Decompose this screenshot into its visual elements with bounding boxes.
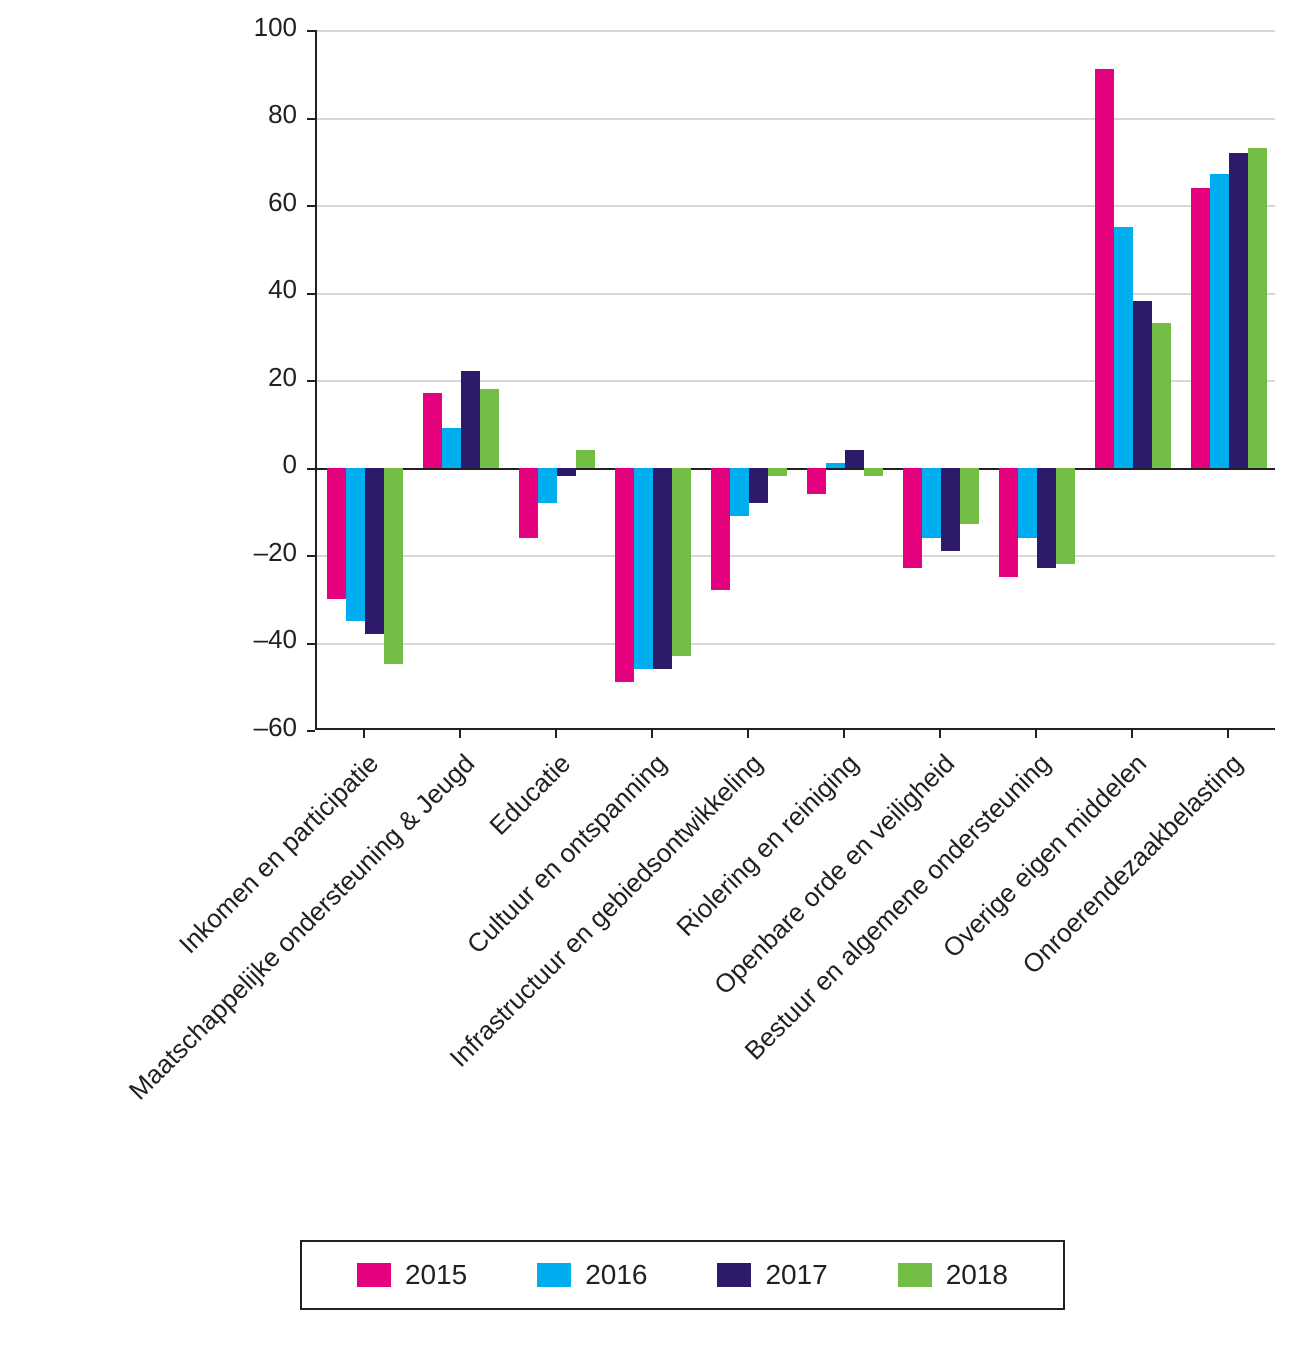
bar <box>807 468 826 494</box>
xtick-mark <box>1035 730 1037 738</box>
bar <box>1114 227 1133 468</box>
ytick-label: 100 <box>0 12 297 43</box>
bar <box>519 468 538 538</box>
legend-swatch <box>717 1263 751 1287</box>
ytick-label: 60 <box>0 187 297 218</box>
ytick-label: 40 <box>0 274 297 305</box>
xtick-mark <box>459 730 461 738</box>
bar <box>346 468 365 621</box>
ytick-label: 20 <box>0 362 297 393</box>
legend-swatch <box>537 1263 571 1287</box>
legend-swatch <box>898 1263 932 1287</box>
legend-label: 2017 <box>765 1259 827 1291</box>
bar <box>442 428 461 467</box>
gridline <box>317 30 1275 32</box>
bar <box>615 468 634 682</box>
bar <box>1056 468 1075 564</box>
bar <box>1018 468 1037 538</box>
ytick-mark <box>307 205 315 207</box>
bar <box>1037 468 1056 569</box>
ytick-label: –40 <box>0 624 297 655</box>
xtick-label: Educatie <box>131 748 577 1194</box>
ytick-mark <box>307 555 315 557</box>
bar <box>922 468 941 538</box>
plot-area <box>315 30 1275 730</box>
bar <box>864 468 883 477</box>
xtick-label: Maatschappelijke ondersteuning & Jeugd <box>35 748 481 1194</box>
gridline <box>317 643 1275 645</box>
xtick-mark <box>651 730 653 738</box>
xtick-label: Openbare orde en veiligheid <box>515 748 961 1194</box>
ytick-label: –20 <box>0 537 297 568</box>
bar <box>557 468 576 477</box>
legend: 2015 2016 2017 2018 <box>300 1240 1065 1310</box>
gridline <box>317 205 1275 207</box>
bar <box>1229 153 1248 468</box>
xtick-label: Riolering en reiniging <box>419 748 865 1194</box>
bar <box>576 450 595 468</box>
bar <box>999 468 1018 577</box>
bar <box>480 389 499 468</box>
legend-item: 2017 <box>717 1259 827 1291</box>
xtick-label: Onroerendezaakbelasting <box>803 748 1249 1194</box>
bar <box>461 371 480 467</box>
bar <box>1191 188 1210 468</box>
ytick-mark <box>307 468 315 470</box>
legend-item: 2015 <box>357 1259 467 1291</box>
bar <box>672 468 691 656</box>
gridline <box>317 555 1275 557</box>
xtick-label: Bestuur en algemene ondersteuning <box>611 748 1057 1194</box>
chart-root: –60–40–20020406080100 Inkomen en partici… <box>0 0 1298 1357</box>
xtick-mark <box>1227 730 1229 738</box>
bar <box>960 468 979 525</box>
ytick-label: 80 <box>0 99 297 130</box>
bar <box>1133 301 1152 467</box>
ytick-mark <box>307 30 315 32</box>
legend-label: 2016 <box>585 1259 647 1291</box>
zero-line <box>317 468 1275 470</box>
legend-label: 2015 <box>405 1259 467 1291</box>
ytick-mark <box>307 380 315 382</box>
bar <box>384 468 403 665</box>
bar <box>1095 69 1114 467</box>
ytick-label: 0 <box>0 449 297 480</box>
xtick-mark <box>363 730 365 738</box>
bar <box>423 393 442 467</box>
bar <box>711 468 730 591</box>
ytick-mark <box>307 730 315 732</box>
ytick-mark <box>307 293 315 295</box>
xtick-mark <box>939 730 941 738</box>
bar <box>1248 148 1267 467</box>
bar <box>768 468 787 477</box>
legend-swatch <box>357 1263 391 1287</box>
xtick-mark <box>747 730 749 738</box>
bar <box>826 463 845 467</box>
ytick-label: –60 <box>0 712 297 743</box>
bar <box>327 468 346 599</box>
bar <box>1152 323 1171 467</box>
bar <box>538 468 557 503</box>
ytick-mark <box>307 118 315 120</box>
bar <box>1210 174 1229 467</box>
gridline <box>317 118 1275 120</box>
bar <box>634 468 653 669</box>
bar <box>730 468 749 516</box>
xtick-mark <box>555 730 557 738</box>
ytick-mark <box>307 643 315 645</box>
bar <box>653 468 672 669</box>
xtick-mark <box>1131 730 1133 738</box>
bar <box>749 468 768 503</box>
legend-label: 2018 <box>946 1259 1008 1291</box>
xtick-label: Infrastructuur en gebiedsontwikkeling <box>323 748 769 1194</box>
xtick-mark <box>843 730 845 738</box>
bar <box>941 468 960 551</box>
bar <box>903 468 922 569</box>
bar <box>845 450 864 468</box>
xtick-label: Overige eigen middelen <box>707 748 1153 1194</box>
legend-item: 2016 <box>537 1259 647 1291</box>
legend-item: 2018 <box>898 1259 1008 1291</box>
xtick-label: Cultuur en ontspanning <box>227 748 673 1194</box>
bar <box>365 468 384 634</box>
